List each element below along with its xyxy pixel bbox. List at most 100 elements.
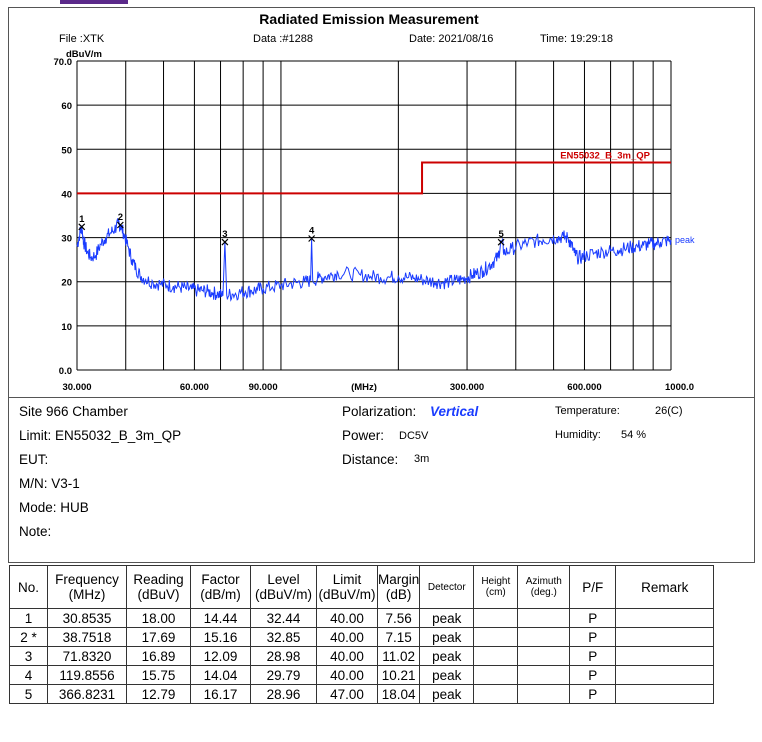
table-cell: 28.96: [250, 684, 317, 704]
table-cell: peak: [419, 665, 475, 685]
col-header: P/F: [569, 565, 617, 609]
table-cell: [517, 684, 571, 704]
power-value: DC5V: [399, 430, 429, 442]
limit: Limit: EN55032_B_3m_QP: [19, 428, 182, 443]
measurement-date: Date: 2021/08/16: [409, 33, 493, 45]
file-label: File :XTK: [59, 33, 105, 45]
marker-cross: [116, 221, 124, 229]
model-number: M/N: V3-1: [19, 476, 80, 491]
y-tick-label: 40: [61, 189, 72, 200]
table-cell: 5: [9, 684, 48, 704]
site: Site 966 Chamber: [19, 404, 128, 419]
table-cell: 40.00: [316, 608, 378, 628]
marker-cross: [308, 235, 316, 242]
table-cell: 7.56: [376, 608, 421, 628]
marker-cross: [497, 238, 505, 246]
marker-cross: [221, 238, 229, 246]
table-cell: 1: [9, 608, 48, 628]
table-cell: [517, 608, 571, 628]
table-cell: [473, 646, 519, 666]
note: Note:: [19, 524, 52, 539]
y-tick-label: 30: [61, 234, 72, 245]
table-cell: 2 *: [9, 627, 48, 647]
col-header: Reading (dBuV): [126, 565, 191, 609]
humidity-value: 54 %: [621, 429, 647, 441]
distance-label: Distance:: [342, 452, 399, 467]
table-cell: 3: [9, 646, 48, 666]
table-cell: 14.44: [190, 608, 251, 628]
table-cell: 4: [9, 665, 48, 685]
table-cell: 14.04: [190, 665, 251, 685]
table-cell: [473, 665, 519, 685]
table-cell: 40.00: [316, 665, 378, 685]
table-cell: P: [569, 665, 617, 685]
x-axis-unit: (MHz): [351, 382, 377, 393]
col-header: Azimuth (deg.): [517, 565, 571, 609]
table-cell: [517, 646, 571, 666]
table-cell: [473, 608, 519, 628]
marker-3: 3: [221, 229, 229, 246]
marker-5: 5: [497, 229, 505, 246]
table-cell: P: [569, 627, 617, 647]
table-cell: 29.79: [250, 665, 317, 685]
table-cell: 32.85: [250, 627, 317, 647]
table-cell: 12.09: [190, 646, 251, 666]
y-tick-label: 20: [61, 278, 72, 289]
y-tick-labels: 70.0 60 50 40 30 20 10 0.0: [54, 57, 73, 377]
x-tick-label: 60.000: [180, 382, 209, 393]
table-row: 4 119.8556 15.75 14.04 29.79 40.00 10.21 peak P: [9, 665, 715, 685]
table-cell: 32.44: [250, 608, 317, 628]
table-cell: [615, 646, 715, 666]
measurement-time: Time: 19:29:18: [540, 33, 613, 45]
marker-label: 1: [79, 214, 85, 225]
y-tick-label: 60: [61, 101, 72, 112]
x-tick-label: 90.000: [249, 382, 278, 393]
table-cell: 12.79: [126, 684, 191, 704]
col-header: Level (dBuV/m): [250, 565, 317, 609]
table-cell: 40.00: [316, 627, 378, 647]
x-tick-label: 300.000: [450, 382, 484, 393]
col-header: Frequency (MHz): [47, 565, 127, 609]
y-tick-label: 70.0: [54, 57, 73, 68]
marker-4: 4: [308, 225, 316, 242]
table-row: 5 366.8231 12.79 16.17 28.96 47.00 18.04 peak P: [9, 684, 715, 704]
mode: Mode: HUB: [19, 500, 89, 515]
table-cell: 28.98: [250, 646, 317, 666]
table-cell: P: [569, 684, 617, 704]
x-tick-label: 1000.0: [665, 382, 694, 393]
table-cell: peak: [419, 608, 475, 628]
test-info-panel: Site 966 Chamber Limit: EN55032_B_3m_QP …: [8, 396, 755, 563]
trace-polyline: [76, 218, 672, 302]
table-header-row: No. Frequency (MHz) Reading (dBuV) Facto…: [9, 565, 715, 609]
table-cell: 71.8320: [47, 646, 127, 666]
table-cell: peak: [419, 646, 475, 666]
marker-2: 2: [116, 212, 124, 229]
table-cell: [615, 627, 715, 647]
distance-value: 3m: [414, 453, 430, 465]
results-table: No. Frequency (MHz) Reading (dBuV) Facto…: [9, 565, 715, 704]
power-label: Power:: [342, 428, 385, 443]
table-cell: P: [569, 608, 617, 628]
chart-title: Radiated Emission Measurement: [259, 11, 479, 27]
marker-1: 1: [78, 214, 86, 231]
table-cell: [615, 684, 715, 704]
emission-chart: Radiated Emission Measurement File :XTK …: [54, 11, 696, 393]
top-tab-marker: [60, 0, 128, 4]
table-cell: 366.8231: [47, 684, 127, 704]
marker-label: 4: [309, 225, 315, 236]
table-cell: 15.16: [190, 627, 251, 647]
table-cell: 10.21: [376, 665, 421, 685]
table-row: 2 * 38.7518 17.69 15.16 32.85 40.00 7.15 peak P: [9, 627, 715, 647]
table-cell: 16.89: [126, 646, 191, 666]
table-cell: P: [569, 646, 617, 666]
emission-trace: [76, 218, 672, 302]
table-cell: 11.02: [376, 646, 421, 666]
trace-label: peak: [675, 235, 695, 245]
marker-label: 3: [222, 229, 227, 240]
table-cell: [615, 608, 715, 628]
col-header: Height (cm): [473, 565, 519, 609]
table-cell: 18.04: [376, 684, 421, 704]
table-cell: 38.7518: [47, 627, 127, 647]
eut: EUT:: [19, 452, 49, 467]
polarization-value: Vertical: [430, 404, 479, 419]
